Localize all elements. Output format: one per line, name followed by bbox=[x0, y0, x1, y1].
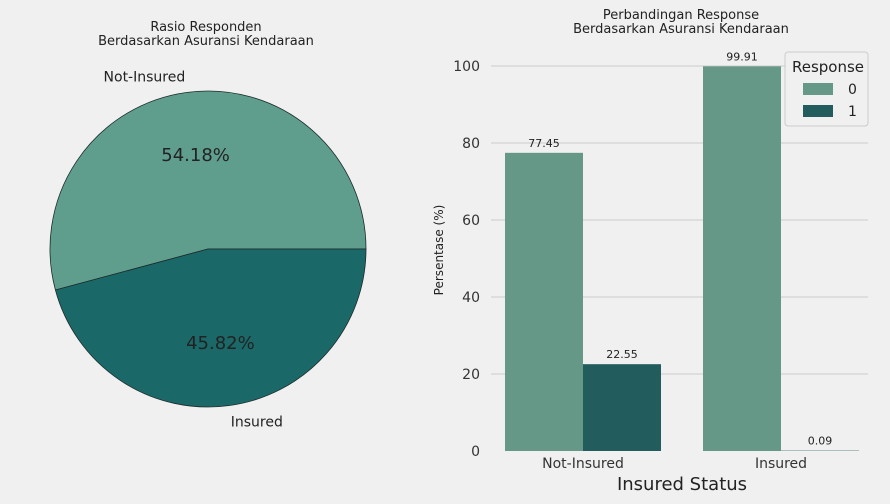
y-tick-label: 0 bbox=[471, 444, 480, 460]
y-tick-label: 100 bbox=[453, 59, 480, 75]
pie-percent-not-insured: 54.18% bbox=[161, 145, 230, 166]
legend-label-0: 0 bbox=[848, 82, 857, 98]
bar-title: Perbandingan Response Berdasarkan Asurans… bbox=[573, 8, 789, 37]
bar-value-label: 0.09 bbox=[808, 435, 833, 448]
x-tick-label: Not-Insured bbox=[542, 456, 624, 472]
y-tick-label: 60 bbox=[462, 213, 480, 229]
pie-slice-not-insured bbox=[49, 90, 367, 291]
bar-value-label: 77.45 bbox=[528, 137, 560, 150]
pie-label-insured: Insured bbox=[231, 414, 283, 430]
bar-not-insured-response-0 bbox=[505, 152, 583, 451]
pie-percent-insured: 45.82% bbox=[186, 333, 255, 354]
bar-not-insured-response-1 bbox=[583, 364, 661, 451]
legend-label-1: 1 bbox=[848, 104, 857, 120]
x-tick-label: Insured bbox=[755, 456, 807, 472]
y-tick-label: 40 bbox=[462, 290, 480, 306]
pie-label-not-insured: Not-Insured bbox=[104, 70, 186, 86]
bar-insured-response-0 bbox=[703, 66, 781, 451]
bar-value-label: 99.91 bbox=[726, 50, 758, 63]
legend-swatch-0 bbox=[803, 83, 833, 95]
x-axis-label: Insured Status bbox=[617, 474, 747, 495]
pie-slice-insured bbox=[54, 248, 367, 408]
y-tick-label: 20 bbox=[462, 367, 480, 383]
legend: Response 0 1 bbox=[784, 51, 869, 127]
bar-value-label: 22.55 bbox=[606, 348, 638, 361]
y-tick-label: 80 bbox=[462, 136, 480, 152]
y-axis-label: Persentase (%) bbox=[432, 205, 446, 296]
pie-title: Rasio Responden Berdasarkan Asuransi Kend… bbox=[98, 20, 314, 49]
legend-title: Response bbox=[792, 58, 864, 76]
legend-swatch-1 bbox=[803, 105, 833, 117]
